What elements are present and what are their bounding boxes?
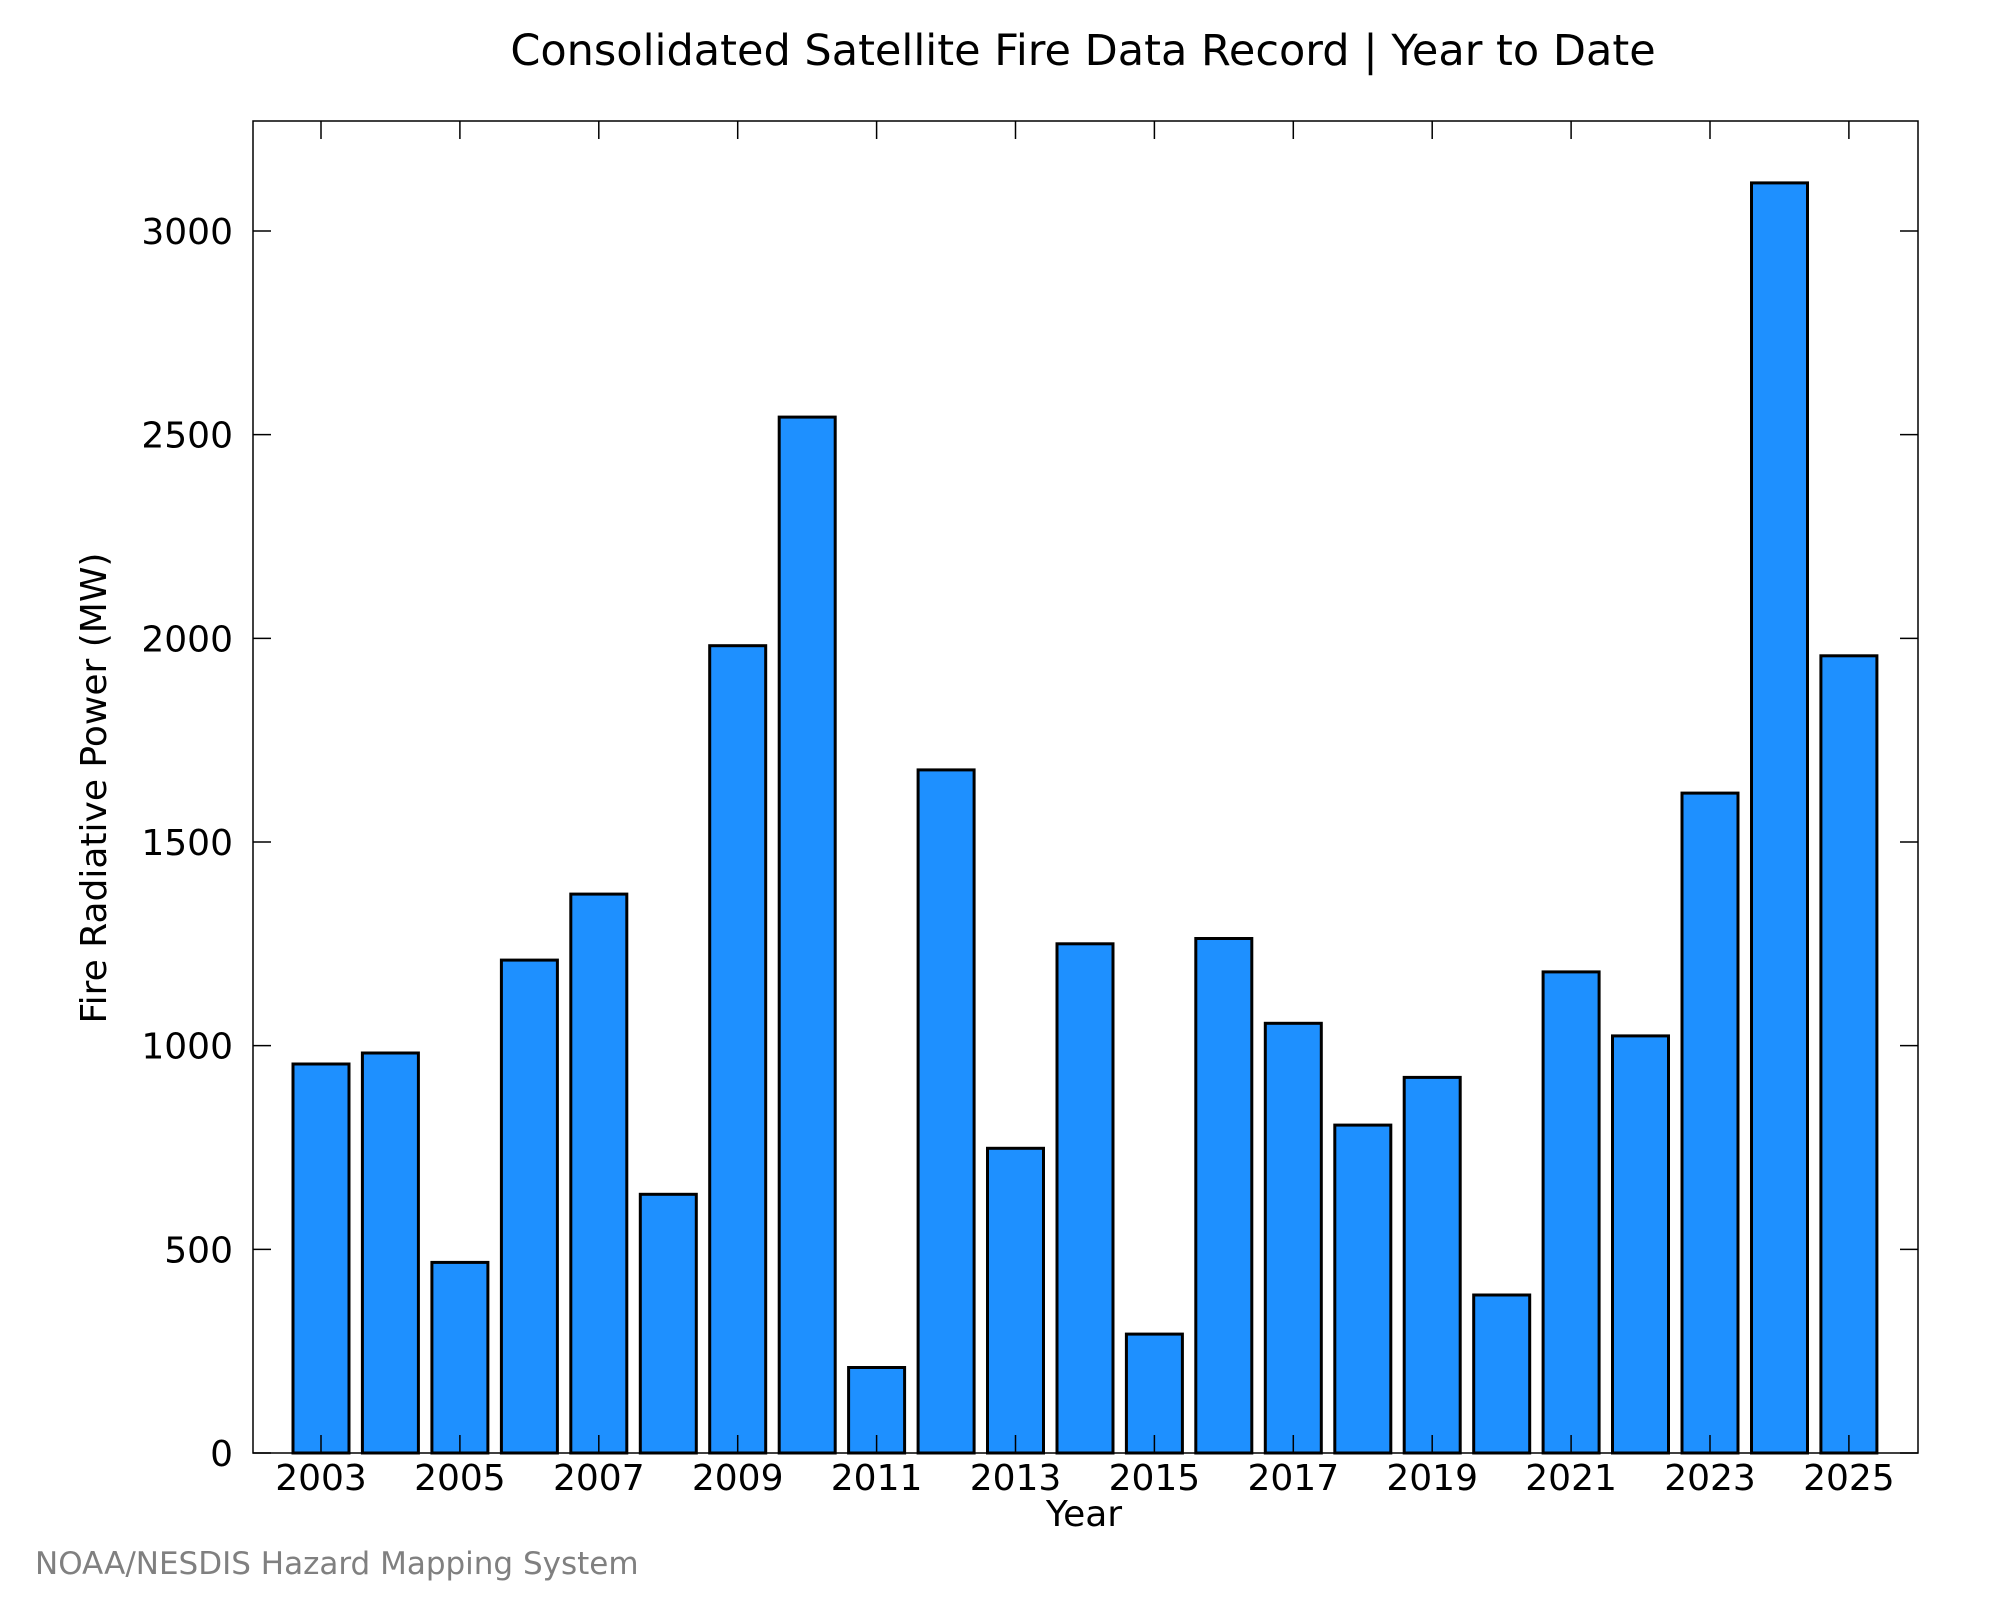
x-tick-label-2005: 2005	[414, 1458, 506, 1499]
bar-2016	[1194, 937, 1254, 1455]
credit-text: NOAA/NESDIS Hazard Mapping System	[35, 1546, 639, 1582]
y-tick-label-0: 0	[210, 1434, 233, 1475]
y-tick-label-3000: 3000	[141, 212, 233, 253]
x-tick-label-2017: 2017	[1247, 1458, 1339, 1499]
x-tick-label-2015: 2015	[1109, 1458, 1201, 1499]
y-tick-label-500: 500	[164, 1230, 233, 1271]
x-tick-label-2011: 2011	[831, 1458, 923, 1499]
bar-2025	[1819, 654, 1879, 1455]
bar-2018	[1333, 1123, 1393, 1455]
y-tick-label-2000: 2000	[141, 619, 233, 660]
bar-2010	[777, 415, 837, 1455]
y-tick-label-2500: 2500	[141, 416, 233, 457]
y-axis-title: Fire Radiative Power (MW)	[74, 553, 115, 1024]
bar-2009	[708, 644, 768, 1455]
x-tick-label-2009: 2009	[692, 1458, 784, 1499]
bar-2005	[430, 1260, 490, 1455]
bar-2004	[360, 1051, 420, 1455]
x-axis-title: Year	[1045, 1494, 1122, 1535]
axes-layer: 0 500 1000 1500 2000 2500 3000 2003 2005 2007 2009…	[141, 120, 1919, 1499]
plot-frame	[252, 120, 1919, 1454]
x-tick-label-2003: 2003	[275, 1458, 367, 1499]
y-tick-label-1000: 1000	[141, 1027, 233, 1068]
bar-2023	[1680, 791, 1740, 1455]
bars-layer	[291, 181, 1879, 1455]
bar-2021	[1541, 970, 1601, 1455]
bar-2003	[291, 1062, 351, 1455]
bar-2013	[986, 1146, 1045, 1455]
x-tick-label-2019: 2019	[1386, 1458, 1478, 1499]
bar-2008	[638, 1192, 698, 1455]
bar-2024	[1750, 181, 1809, 1455]
bar-2014	[1055, 942, 1115, 1455]
bar-2019	[1402, 1075, 1462, 1455]
bar-2012	[916, 768, 976, 1455]
chart-title: Consolidated Satellite Fire Data Record …	[510, 26, 1655, 76]
bar-2022	[1611, 1034, 1670, 1455]
x-tick-label-2021: 2021	[1525, 1458, 1617, 1499]
x-tick-label-2025: 2025	[1803, 1458, 1895, 1499]
x-tick-label-2007: 2007	[553, 1458, 645, 1499]
bar-2007	[569, 892, 629, 1455]
x-tick-label-2023: 2023	[1664, 1458, 1756, 1499]
bar-2006	[499, 958, 559, 1455]
y-tick-label-1500: 1500	[141, 823, 233, 864]
bar-2020	[1472, 1293, 1532, 1455]
bar-2015	[1124, 1332, 1184, 1455]
x-tick-label-2013: 2013	[970, 1458, 1062, 1499]
bar-2017	[1263, 1021, 1323, 1455]
